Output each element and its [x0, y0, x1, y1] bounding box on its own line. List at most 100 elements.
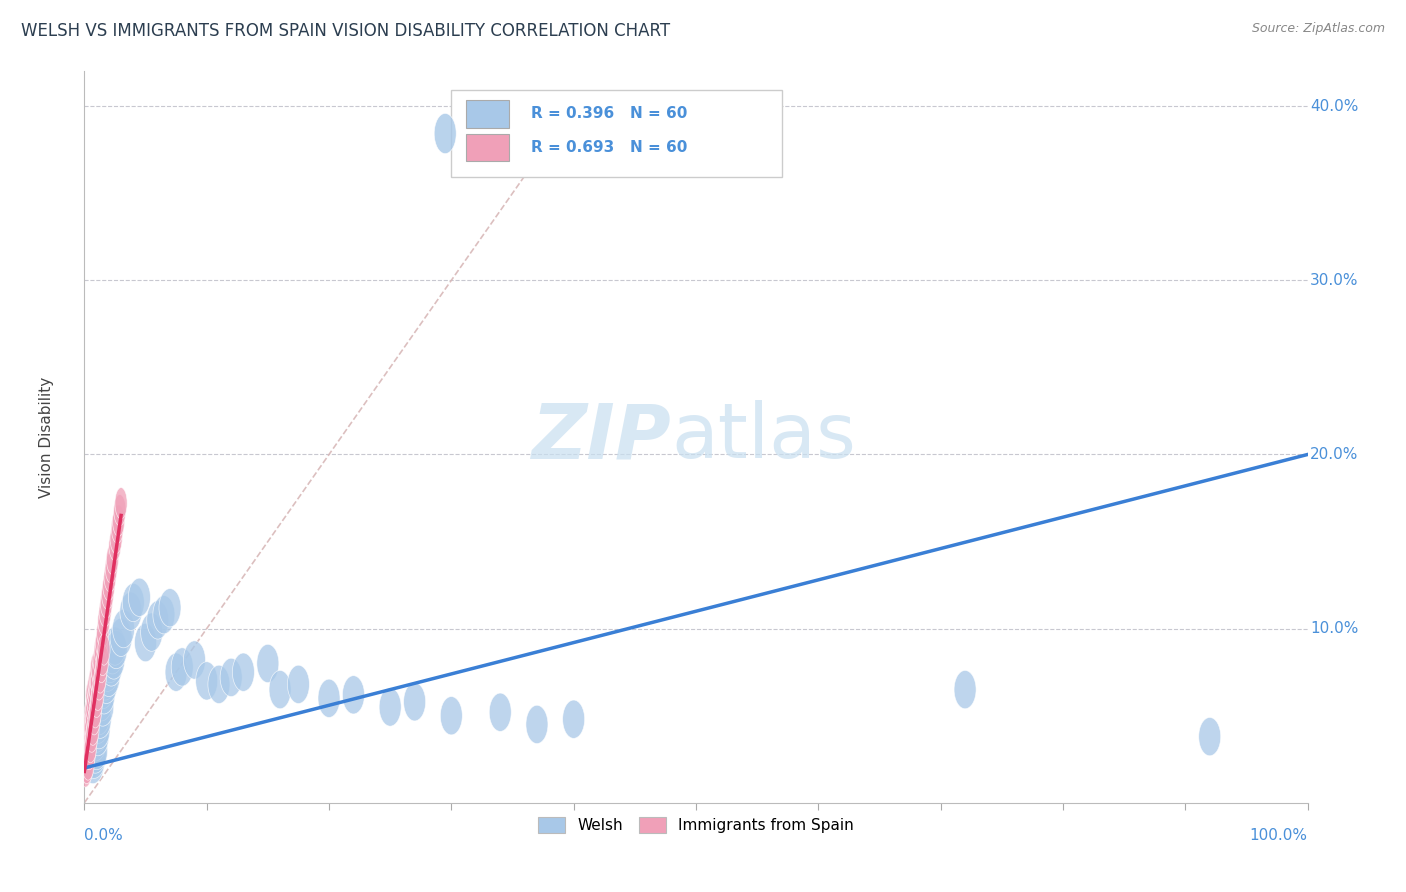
Ellipse shape	[87, 706, 108, 744]
Ellipse shape	[90, 686, 103, 717]
Text: Vision Disability: Vision Disability	[39, 376, 53, 498]
Ellipse shape	[97, 616, 108, 648]
Ellipse shape	[110, 618, 132, 657]
Ellipse shape	[87, 717, 108, 756]
Ellipse shape	[94, 662, 107, 693]
Ellipse shape	[87, 714, 98, 746]
Ellipse shape	[96, 651, 108, 682]
Ellipse shape	[1199, 717, 1220, 756]
Ellipse shape	[221, 658, 242, 697]
Ellipse shape	[82, 723, 104, 761]
Ellipse shape	[84, 721, 97, 752]
Text: R = 0.693   N = 60: R = 0.693 N = 60	[531, 140, 688, 155]
Ellipse shape	[91, 688, 114, 726]
Ellipse shape	[183, 640, 205, 679]
Ellipse shape	[87, 674, 98, 706]
Ellipse shape	[80, 739, 93, 770]
Ellipse shape	[97, 644, 108, 675]
Ellipse shape	[89, 704, 100, 735]
Ellipse shape	[86, 731, 108, 770]
Text: Source: ZipAtlas.com: Source: ZipAtlas.com	[1251, 22, 1385, 36]
Ellipse shape	[83, 709, 96, 740]
Ellipse shape	[108, 529, 121, 561]
Ellipse shape	[105, 552, 117, 583]
Ellipse shape	[112, 505, 125, 536]
Ellipse shape	[98, 644, 121, 682]
Ellipse shape	[269, 671, 291, 709]
Ellipse shape	[90, 651, 103, 682]
Ellipse shape	[83, 717, 96, 748]
Text: 100.0%: 100.0%	[1250, 829, 1308, 844]
FancyBboxPatch shape	[451, 90, 782, 178]
Ellipse shape	[165, 653, 187, 691]
Ellipse shape	[100, 587, 112, 618]
Ellipse shape	[135, 624, 156, 662]
Ellipse shape	[103, 569, 115, 601]
Ellipse shape	[91, 657, 104, 688]
Ellipse shape	[96, 665, 117, 704]
Ellipse shape	[87, 686, 98, 717]
Ellipse shape	[94, 662, 117, 700]
Ellipse shape	[91, 679, 104, 711]
Ellipse shape	[120, 592, 142, 631]
Ellipse shape	[98, 596, 111, 627]
Ellipse shape	[89, 697, 101, 728]
Ellipse shape	[100, 648, 122, 686]
Ellipse shape	[86, 691, 98, 723]
Legend: Welsh, Immigrants from Spain: Welsh, Immigrants from Spain	[531, 811, 860, 839]
FancyBboxPatch shape	[465, 134, 509, 161]
Ellipse shape	[195, 662, 218, 700]
Text: 10.0%: 10.0%	[1310, 621, 1358, 636]
Ellipse shape	[257, 644, 278, 682]
Ellipse shape	[89, 674, 101, 706]
Ellipse shape	[89, 697, 110, 735]
Ellipse shape	[103, 640, 125, 679]
Ellipse shape	[89, 711, 110, 748]
Ellipse shape	[101, 636, 124, 674]
Text: 0.0%: 0.0%	[84, 829, 124, 844]
Ellipse shape	[80, 731, 93, 763]
Ellipse shape	[489, 693, 512, 731]
Ellipse shape	[98, 634, 110, 665]
Ellipse shape	[82, 735, 94, 766]
Ellipse shape	[526, 706, 548, 744]
Ellipse shape	[80, 740, 101, 779]
Ellipse shape	[115, 488, 127, 519]
Ellipse shape	[82, 721, 94, 752]
Ellipse shape	[208, 665, 231, 704]
Ellipse shape	[90, 682, 112, 721]
Ellipse shape	[86, 721, 98, 752]
Ellipse shape	[955, 671, 976, 709]
Ellipse shape	[80, 735, 103, 773]
Ellipse shape	[84, 731, 97, 763]
Ellipse shape	[80, 744, 91, 775]
Ellipse shape	[84, 709, 97, 740]
Ellipse shape	[122, 583, 145, 622]
Ellipse shape	[232, 653, 254, 691]
Ellipse shape	[91, 671, 114, 709]
Ellipse shape	[562, 700, 585, 739]
Ellipse shape	[111, 512, 124, 543]
Ellipse shape	[80, 752, 91, 784]
Ellipse shape	[380, 688, 401, 726]
Ellipse shape	[80, 748, 93, 780]
Ellipse shape	[404, 682, 426, 721]
Ellipse shape	[94, 634, 107, 665]
Ellipse shape	[343, 675, 364, 714]
Text: 20.0%: 20.0%	[1310, 447, 1358, 462]
Ellipse shape	[82, 744, 94, 775]
Ellipse shape	[98, 604, 110, 636]
Ellipse shape	[318, 679, 340, 717]
Text: ZIP: ZIP	[531, 401, 672, 474]
Ellipse shape	[82, 748, 94, 780]
Ellipse shape	[434, 113, 456, 153]
Ellipse shape	[112, 609, 135, 648]
Ellipse shape	[93, 675, 115, 714]
Ellipse shape	[104, 561, 117, 592]
Ellipse shape	[80, 752, 93, 784]
Ellipse shape	[98, 658, 120, 697]
Text: atlas: atlas	[672, 401, 856, 474]
Ellipse shape	[153, 596, 174, 634]
Ellipse shape	[84, 697, 97, 728]
Ellipse shape	[93, 644, 105, 675]
